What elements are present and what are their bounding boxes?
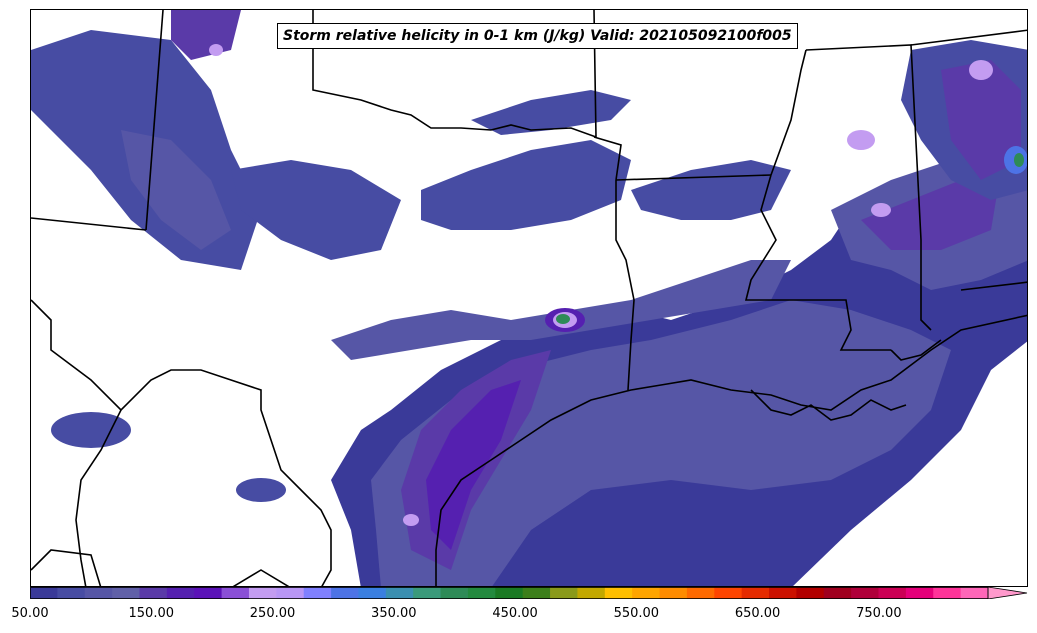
colorbar-segment	[331, 587, 359, 599]
colorbar-segment	[686, 587, 715, 599]
se-helicity-core	[861, 170, 1001, 250]
helicity-field-low	[31, 10, 1027, 586]
colorbar-segment	[577, 587, 606, 599]
state-boundary-nw-vertical	[145, 10, 164, 231]
map-title: Storm relative helicity in 0-1 km (J/kg)…	[277, 23, 798, 49]
colorbar-segment	[84, 587, 113, 599]
colorbar-border	[30, 587, 989, 599]
colorbar-tick-label: 650.00	[734, 606, 781, 621]
colorbar-segment	[112, 587, 140, 599]
colorbar-segment	[139, 587, 168, 599]
colorbar-segment	[440, 587, 469, 599]
colorbar-segment	[741, 587, 770, 599]
colorbar-segment	[166, 587, 195, 599]
colorbar-segment	[57, 587, 86, 599]
rio-grande	[31, 299, 332, 586]
texas-coast-core	[426, 380, 521, 550]
colorbar-segment	[358, 587, 387, 599]
colorbar-segment	[467, 587, 496, 599]
colorbar-segment	[632, 587, 661, 599]
mexico-border-bottom	[232, 569, 290, 586]
colorbar-segment	[769, 587, 797, 599]
colorbar-segment	[851, 587, 880, 599]
state-boundary-tx-la	[615, 180, 635, 391]
colorbar-tick-label: 150.00	[128, 606, 175, 621]
colorbar-segment	[905, 587, 934, 599]
ne-lilac-1	[847, 130, 875, 150]
ok-helicity-peak	[556, 314, 570, 324]
state-boundary-north-top	[312, 10, 597, 139]
colorbar-segment	[714, 587, 743, 599]
ok-band	[421, 140, 631, 230]
colorbar-segment	[495, 587, 524, 599]
central-lilac	[403, 514, 419, 526]
ne-lilac-2	[969, 60, 993, 80]
colorbar-segment	[604, 587, 633, 599]
sw-helicity-patch-2	[236, 478, 286, 502]
colorbar-segment	[413, 587, 442, 599]
colorbar-segment	[823, 587, 852, 599]
central-arc	[331, 260, 791, 360]
colorbar-tick-label: 250.00	[249, 606, 296, 621]
la-coast-detail	[750, 389, 907, 421]
colorbar-segment	[194, 587, 223, 599]
colorbar-segment	[796, 587, 825, 599]
state-boundary-ar-north	[615, 174, 772, 181]
colorbar-segment	[303, 587, 332, 599]
state-boundary-nw-horizontal	[31, 217, 147, 231]
colorbar-segment	[276, 587, 305, 599]
mexico-border-left	[75, 409, 122, 586]
state-boundary-ok-east	[593, 136, 622, 181]
colorbar-segment	[878, 587, 907, 599]
mississippi-river	[744, 174, 891, 351]
state-boundary-fl	[960, 281, 1027, 291]
ne-helicity-peak	[1014, 153, 1024, 167]
colorbar	[30, 587, 1028, 599]
ne-helicity-core	[941, 60, 1021, 180]
texas-coastline	[435, 314, 1027, 586]
north-band	[471, 90, 631, 135]
colorbar-tick-label: 50.00	[11, 606, 49, 621]
boundaries	[31, 10, 1027, 586]
colorbar-segment	[960, 587, 989, 599]
colorbar-tick-label: 550.00	[613, 606, 660, 621]
central-band	[231, 160, 401, 260]
ms-coast	[890, 339, 942, 361]
colorbar-tick-label: 450.00	[492, 606, 538, 621]
ne-lilac-3	[871, 203, 891, 217]
nw-helicity-top	[171, 10, 241, 60]
colorbar-extend-arrow	[987, 587, 1028, 599]
nw-helicity-core	[121, 130, 231, 250]
state-boundary-la-ms	[770, 49, 807, 176]
colorbar-segment	[248, 587, 277, 599]
colorbar-segment	[933, 587, 962, 599]
colorbar-segment	[30, 587, 58, 599]
colorbar-tick-label: 750.00	[856, 606, 902, 621]
colorbar-segment	[221, 587, 250, 599]
colorbar-tick-label: 350.00	[371, 606, 417, 621]
state-boundary-ms-al	[805, 44, 932, 331]
nw-lilac	[209, 44, 223, 56]
helicity-map	[31, 10, 1027, 586]
colorbar-segment	[522, 587, 551, 599]
colorbar-segment	[385, 587, 414, 599]
state-boundary-al-ga	[910, 29, 1027, 46]
colorbar-segment	[550, 587, 578, 599]
map-panel: Storm relative helicity in 0-1 km (J/kg)…	[30, 9, 1028, 587]
sw-helicity-patch	[51, 412, 131, 448]
colorbar-segment	[659, 587, 688, 599]
mexico-border-bottom-left	[31, 549, 102, 586]
